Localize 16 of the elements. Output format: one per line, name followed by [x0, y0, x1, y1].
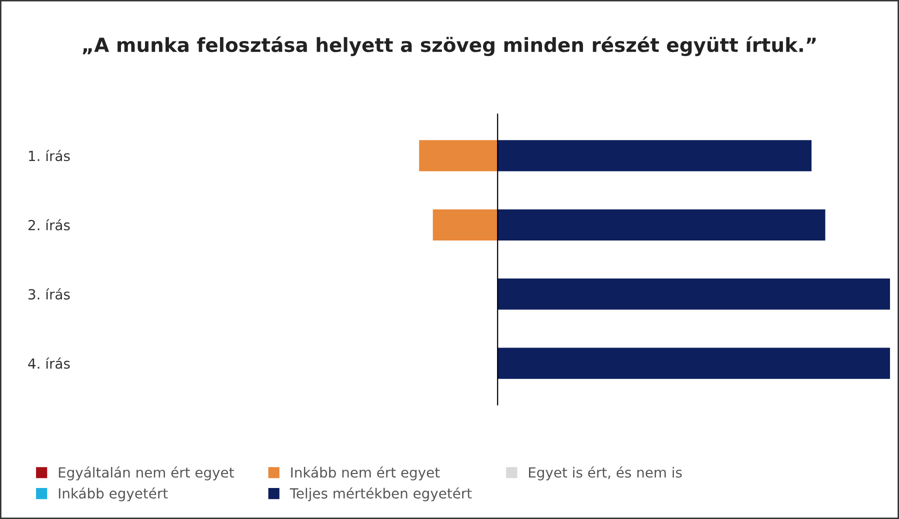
y-tick-label: 4. írás [28, 357, 70, 369]
legend-label: Egyáltalán nem ért egyet [58, 466, 234, 480]
legend-label: Inkább egyetért [58, 487, 168, 502]
bar [498, 209, 826, 240]
bar [498, 140, 812, 172]
bar [419, 140, 498, 172]
y-tick-label: 3. írás [28, 288, 70, 300]
y-tick-label: 2. írás [28, 219, 70, 230]
chart-title: „A munka felosztása helyett a szöveg minden részét együtt írtuk.” [82, 36, 816, 56]
bar [432, 209, 498, 240]
bar [498, 348, 890, 379]
bar [498, 278, 890, 310]
legend-label: Teljes mértékben egyetért [290, 487, 472, 502]
legend-label: Egyet is ért, és nem is [528, 466, 682, 480]
y-tick-label: 1. írás [29, 150, 70, 162]
legend-label: Inkább nem ért egyet [291, 466, 440, 480]
